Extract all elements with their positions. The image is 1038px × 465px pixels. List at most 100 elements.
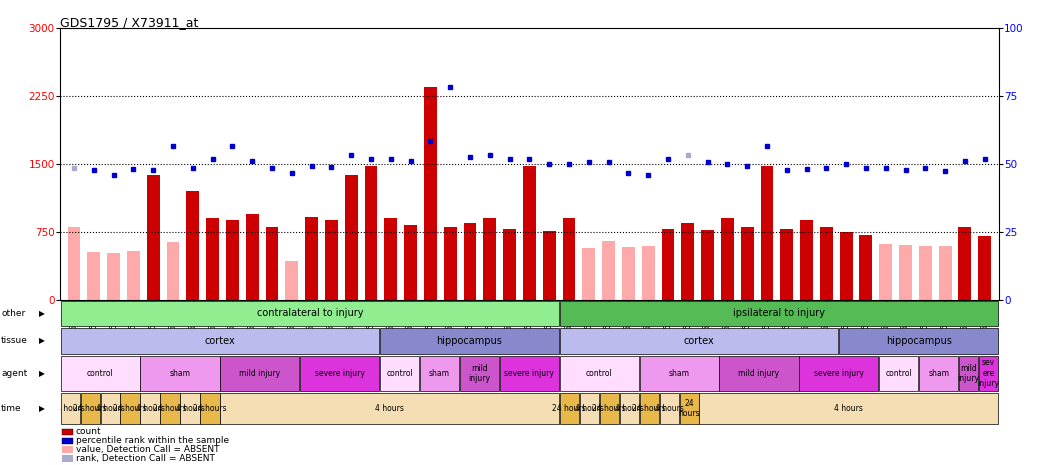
Bar	[420, 356, 459, 391]
Text: sham: sham	[169, 369, 191, 378]
Bar	[325, 220, 337, 300]
Text: other: other	[1, 309, 25, 318]
Text: 24 hours: 24 hours	[593, 404, 626, 413]
Text: control: control	[87, 369, 113, 378]
Text: ▶: ▶	[39, 309, 46, 318]
Bar	[602, 241, 614, 300]
Text: 4 hours: 4 hours	[136, 404, 164, 413]
Bar	[840, 328, 999, 354]
Bar	[622, 247, 635, 300]
Text: mild injury: mild injury	[738, 369, 780, 378]
Bar	[444, 227, 457, 300]
Bar	[701, 230, 714, 300]
Bar	[840, 232, 852, 300]
Text: hippocampus: hippocampus	[885, 336, 952, 346]
Text: tissue: tissue	[1, 336, 28, 345]
Text: 24 hours: 24 hours	[74, 404, 107, 413]
Text: cortex: cortex	[684, 336, 714, 346]
Text: mild
injury: mild injury	[468, 364, 491, 383]
Text: 4 hours: 4 hours	[375, 404, 404, 413]
Bar	[879, 244, 892, 300]
Text: control: control	[885, 369, 912, 378]
Bar	[938, 246, 952, 300]
Bar	[181, 393, 199, 424]
Text: percentile rank within the sample: percentile rank within the sample	[76, 436, 229, 445]
Bar	[620, 393, 638, 424]
Text: control: control	[386, 369, 413, 378]
Bar	[120, 393, 140, 424]
Bar	[919, 246, 932, 300]
Text: 24 hours: 24 hours	[113, 404, 147, 413]
Bar	[958, 227, 972, 300]
Bar	[424, 87, 437, 300]
Bar	[384, 219, 398, 300]
Text: sham: sham	[668, 369, 689, 378]
Bar	[639, 356, 718, 391]
Bar	[60, 356, 140, 391]
Bar	[380, 328, 558, 354]
Bar	[799, 356, 878, 391]
Bar	[879, 356, 919, 391]
Bar	[579, 393, 599, 424]
Text: 4 hours: 4 hours	[175, 404, 204, 413]
Bar	[140, 356, 219, 391]
Text: mild
injury: mild injury	[958, 364, 980, 383]
Bar	[60, 393, 80, 424]
Bar	[600, 393, 619, 424]
Bar	[140, 393, 160, 424]
Text: ▶: ▶	[39, 336, 46, 345]
Bar	[101, 393, 119, 424]
Text: sev
ere
injury: sev ere injury	[978, 359, 1000, 388]
Text: control: control	[585, 369, 612, 378]
Text: agent: agent	[1, 369, 27, 378]
Text: severe injury: severe injury	[315, 369, 364, 378]
Bar	[721, 219, 734, 300]
Bar	[899, 245, 912, 300]
Bar	[500, 356, 558, 391]
Text: 24
hours: 24 hours	[678, 399, 700, 418]
Bar	[207, 219, 219, 300]
Bar	[978, 237, 991, 300]
Text: time: time	[1, 404, 22, 413]
Bar	[582, 248, 595, 300]
Bar	[700, 393, 999, 424]
Bar	[380, 356, 419, 391]
Bar	[404, 225, 417, 300]
Bar	[146, 175, 160, 300]
Text: 4 hours: 4 hours	[56, 404, 85, 413]
Bar	[67, 227, 81, 300]
Bar	[364, 166, 378, 300]
Bar	[761, 166, 773, 300]
Bar	[559, 328, 839, 354]
Bar	[800, 220, 813, 300]
Text: ▶: ▶	[39, 369, 46, 378]
Bar	[220, 393, 558, 424]
Text: severe injury: severe injury	[814, 369, 864, 378]
Bar	[820, 227, 832, 300]
Text: rank, Detection Call = ABSENT: rank, Detection Call = ABSENT	[76, 454, 215, 463]
Bar	[503, 229, 516, 300]
Text: 4 hours: 4 hours	[835, 404, 864, 413]
Text: severe injury: severe injury	[504, 369, 554, 378]
Bar	[523, 166, 536, 300]
Bar	[639, 393, 659, 424]
Bar	[559, 356, 638, 391]
Text: 4 hours: 4 hours	[614, 404, 644, 413]
Text: 4 hours: 4 hours	[575, 404, 604, 413]
Text: 24 hours: 24 hours	[193, 404, 226, 413]
Bar	[859, 235, 872, 300]
Bar	[167, 242, 180, 300]
Bar	[246, 214, 258, 300]
Text: cortex: cortex	[204, 336, 236, 346]
Bar	[641, 246, 655, 300]
Text: mild injury: mild injury	[240, 369, 280, 378]
Text: ▶: ▶	[39, 404, 46, 413]
Bar	[681, 223, 694, 300]
Bar	[464, 223, 476, 300]
Bar	[127, 251, 140, 300]
Text: sham: sham	[429, 369, 450, 378]
Bar	[979, 356, 999, 391]
Bar	[345, 175, 358, 300]
Text: count: count	[76, 427, 102, 437]
Bar	[187, 191, 199, 300]
